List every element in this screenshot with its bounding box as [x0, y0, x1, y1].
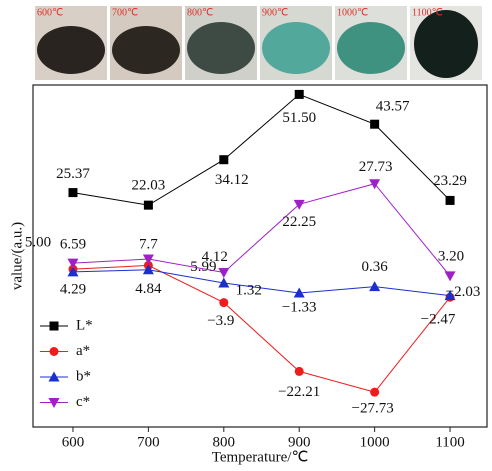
- data-label: 25.37: [56, 166, 90, 182]
- marker: [295, 90, 304, 99]
- sample-label: 600℃: [37, 7, 63, 18]
- data-label: 7.7: [139, 236, 158, 252]
- figure: value/(a.u.) Temperature/℃ 600℃ 700℃ 800℃ 9…: [0, 0, 492, 471]
- x-tick-label: 1100: [435, 434, 464, 450]
- x-tick-label: 600: [62, 434, 85, 450]
- marker: [50, 322, 59, 331]
- legend-label: c*: [76, 394, 90, 410]
- data-label: −1.33: [282, 299, 317, 315]
- sample: [112, 26, 180, 74]
- marker: [370, 120, 379, 129]
- sample: [337, 22, 405, 74]
- data-label: 1.32: [236, 282, 262, 298]
- data-label: 22.03: [132, 178, 166, 194]
- legend-label: b*: [76, 368, 91, 384]
- sample: [262, 22, 330, 74]
- marker: [370, 388, 379, 397]
- data-label: 43.57: [376, 99, 410, 115]
- sample-label: 1000℃: [337, 7, 368, 18]
- data-label: 4.29: [60, 281, 86, 297]
- data-label: −2.47: [421, 312, 456, 328]
- data-label: 4.12: [202, 249, 228, 265]
- data-label: 23.29: [433, 173, 467, 189]
- legend-label: a*: [76, 343, 90, 359]
- data-label: 6.59: [60, 237, 86, 253]
- data-label: −3.9: [207, 313, 234, 329]
- data-label: 34.12: [215, 172, 249, 188]
- plot-frame: [33, 85, 487, 427]
- marker: [218, 268, 229, 278]
- series-line: [73, 184, 450, 276]
- marker: [295, 367, 304, 376]
- legend-label: L*: [76, 317, 93, 333]
- x-tick-label: 700: [137, 434, 160, 450]
- marker: [446, 196, 455, 205]
- sample-label: 800℃: [187, 7, 213, 18]
- data-label: 3.20: [438, 248, 464, 264]
- data-label: −2.03: [446, 284, 481, 300]
- x-axis-label: Temperature/℃: [212, 449, 309, 465]
- sample-label: 1100℃: [412, 7, 443, 18]
- sample-label: 700℃: [112, 7, 138, 18]
- x-tick-label: 1000: [360, 434, 390, 450]
- marker: [68, 188, 77, 197]
- x-tick-label: 800: [213, 434, 236, 450]
- marker: [144, 201, 153, 210]
- data-label: 0.36: [362, 259, 389, 275]
- marker: [369, 281, 380, 291]
- marker: [445, 271, 456, 281]
- data-label: 4.84: [135, 281, 162, 297]
- sample: [37, 26, 105, 74]
- x-tick-label: 900: [288, 434, 311, 450]
- data-label: 5.00: [25, 235, 51, 251]
- sample: [187, 22, 255, 74]
- sample: [414, 10, 478, 78]
- data-label: 51.50: [282, 110, 316, 126]
- data-label: −27.73: [352, 401, 394, 417]
- marker: [50, 347, 59, 356]
- sample-label: 900℃: [262, 7, 288, 18]
- data-label: −22.21: [278, 384, 320, 400]
- y-axis-label: value/(a.u.): [9, 222, 25, 290]
- data-label: 22.25: [282, 214, 316, 230]
- data-label: 27.73: [359, 159, 393, 175]
- marker: [219, 298, 228, 307]
- marker: [219, 155, 228, 164]
